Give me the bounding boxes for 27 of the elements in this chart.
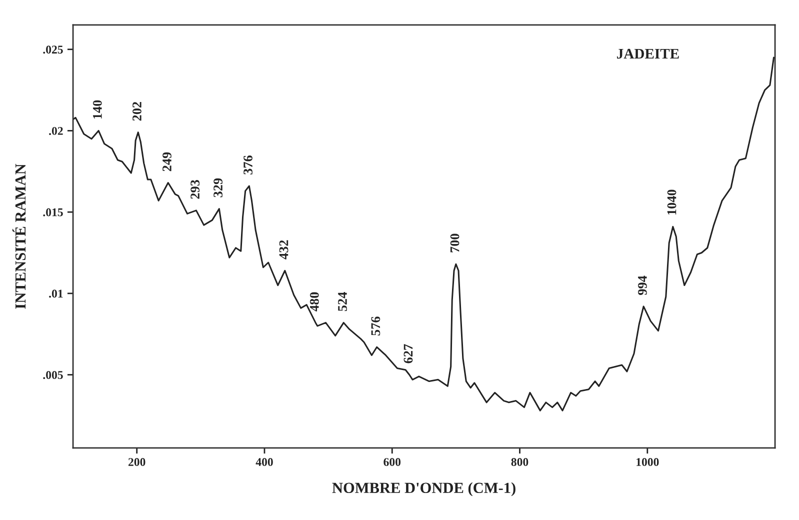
x-tick-label: 400: [256, 458, 273, 466]
annotation: 293: [190, 180, 200, 199]
x-axis-title: NOMBRE D'ONDE (CM-1): [332, 482, 516, 496]
annotation: 524: [338, 292, 347, 312]
x-tick-label: 1000: [636, 458, 659, 466]
annotation: 480: [310, 292, 319, 312]
y-tick-label: .02: [49, 126, 63, 135]
annotation: 432: [279, 240, 288, 260]
y-tick-label: .01: [49, 290, 63, 298]
annotation: 576: [371, 316, 380, 336]
annotation: 627: [404, 344, 413, 364]
x-tick-label: 600: [384, 458, 401, 466]
annotation: 140: [92, 100, 102, 119]
annotation: 700: [450, 234, 460, 252]
annotation: 249: [162, 152, 172, 172]
y-tick-label: .015: [43, 208, 63, 216]
annotation: 1040: [667, 190, 676, 215]
y-axis-title: INTENSITÉ RAMAN: [12, 164, 26, 309]
annotation: 202: [132, 102, 142, 121]
x-tick-label: 200: [128, 458, 146, 466]
annotation: 994: [638, 276, 647, 295]
annotation: 376: [244, 156, 252, 174]
annotation: 329: [214, 178, 222, 198]
y-tick-label: .005: [43, 371, 63, 380]
y-tick-label: .025: [43, 46, 63, 54]
text: JADEITE: [617, 48, 679, 59]
x-tick-label: 800: [511, 458, 528, 466]
